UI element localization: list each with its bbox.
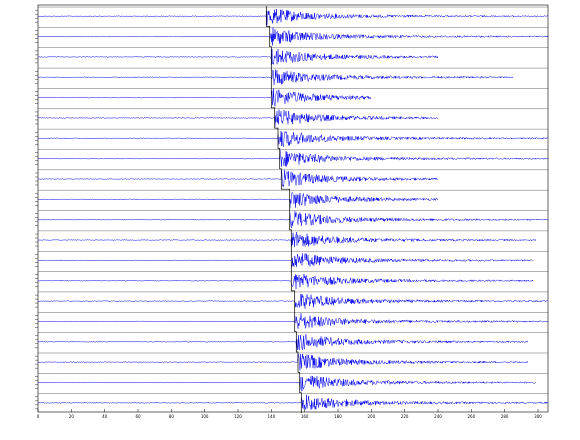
seismic-trace [37, 109, 439, 127]
x-tick-label: 120 [234, 414, 242, 419]
x-tick-label: 100 [201, 414, 209, 419]
seismic-trace [37, 88, 372, 107]
x-tick-label: 40 [102, 414, 108, 419]
seismic-trace [37, 252, 534, 268]
seismic-trace [37, 352, 529, 371]
seismic-trace [37, 211, 549, 229]
x-tick-label: 300 [534, 414, 542, 419]
x-tick-label: 160 [301, 414, 309, 419]
x-tick-label: 20 [69, 414, 75, 419]
seismic-trace [37, 394, 549, 411]
x-tick-label: 140 [268, 414, 276, 419]
x-tick-label: 60 [135, 414, 141, 419]
seismic-trace [37, 130, 549, 148]
seismic-trace [37, 69, 514, 86]
seismic-trace [37, 169, 439, 187]
seismic-trace [37, 191, 439, 209]
plot-frame [37, 4, 549, 413]
x-tick-label: 260 [468, 414, 476, 419]
x-tick-label: 80 [169, 414, 175, 419]
seismic-trace [37, 334, 529, 351]
x-tick-label: 280 [501, 414, 509, 419]
seismic-trace [37, 8, 549, 26]
seismic-trace [37, 375, 537, 392]
seismic-trace [37, 313, 549, 329]
seismic-trace [37, 27, 549, 46]
onset-curve [265, 6, 302, 413]
seismic-trace [37, 149, 549, 167]
x-tick-label: 0 [37, 414, 40, 419]
seismic-trace [37, 273, 534, 290]
seismic-trace [37, 49, 439, 65]
seismic-trace [37, 293, 549, 309]
seismic-trace [37, 231, 537, 247]
x-tick-label: 180 [334, 414, 342, 419]
x-tick-label: 220 [401, 414, 409, 419]
x-tick-label: 200 [368, 414, 376, 419]
x-tick-label: 240 [434, 414, 442, 419]
